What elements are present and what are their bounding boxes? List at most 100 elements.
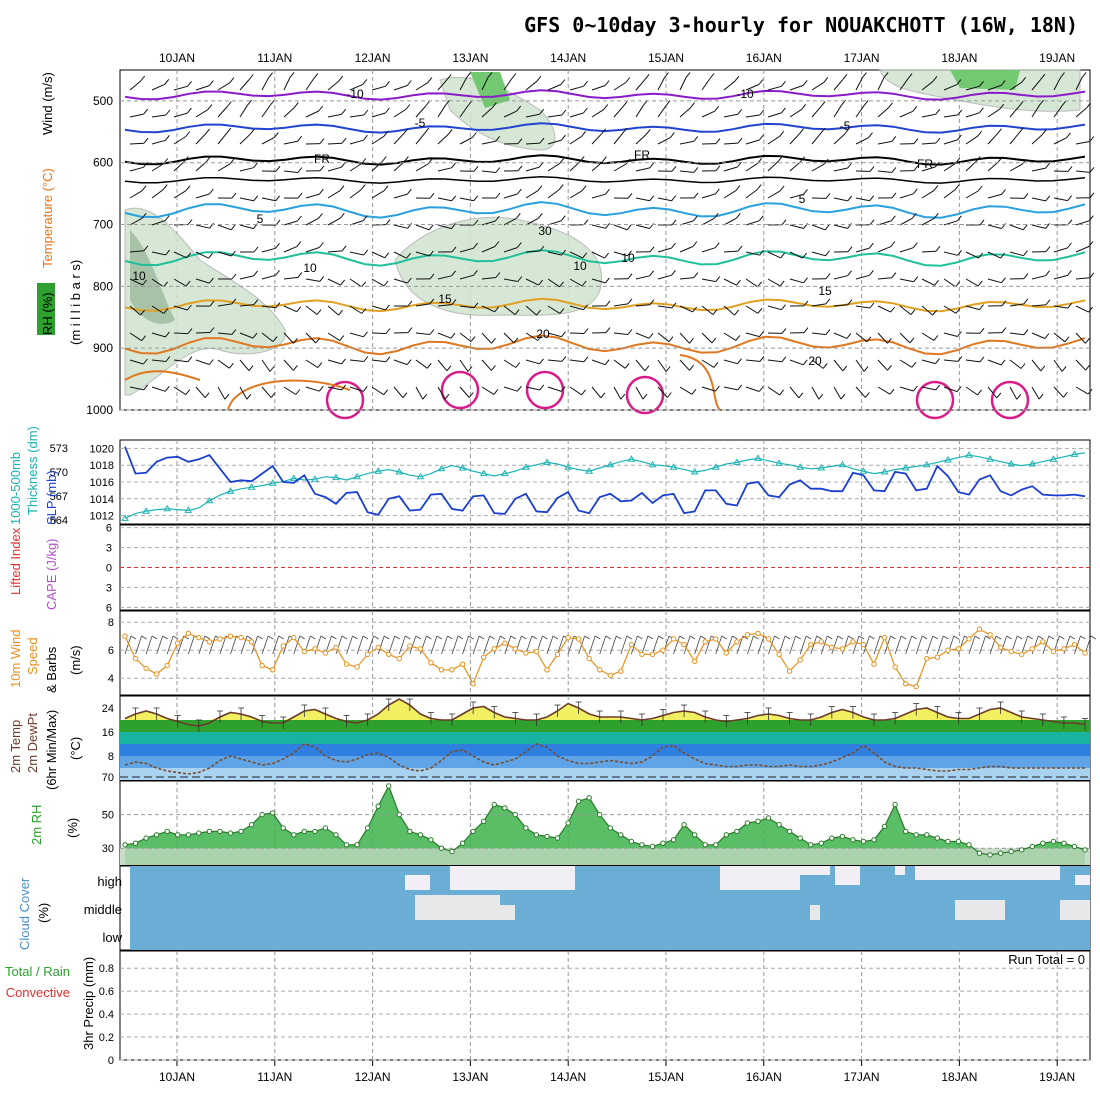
wind-barb [723, 142, 739, 145]
rh2m-point [924, 832, 930, 838]
wind-barb-flag [579, 156, 585, 162]
wind-barb [723, 217, 737, 226]
wind-barb-flag [824, 224, 830, 231]
li-tick-label: 6 [106, 523, 112, 535]
wind-barb [437, 386, 446, 400]
wind-barb-flag [164, 215, 170, 221]
wind-barb [481, 107, 493, 118]
precip-side-labels: Total / Rain Convective 3hr Precip (mm) … [5, 952, 1085, 1050]
wind-barb-flag [470, 336, 476, 342]
temp-label-3: (6hr Min/Max) [44, 710, 59, 790]
wind-barb-flag [713, 362, 719, 368]
wind-barb [1009, 386, 1018, 400]
upper-axis-label: (m i l l i b a r s) [68, 260, 83, 345]
wind-barb-flag [406, 252, 411, 259]
wind-barb [811, 332, 826, 336]
wind-barb-flag [385, 80, 390, 87]
wind-barb [987, 84, 1002, 91]
wind-barb [679, 77, 687, 91]
wind-barb [129, 190, 143, 199]
wind10-barb-flag [394, 635, 400, 640]
isotherm-minus5 [124, 122, 1086, 134]
wind-barb [547, 386, 562, 392]
wind-barb-flag [270, 392, 276, 398]
rh-shade-area [394, 216, 602, 316]
wind-barb [239, 332, 254, 339]
wind-barb-flag [269, 100, 275, 106]
wind-barb [371, 332, 387, 334]
wind-barb-flag [1067, 166, 1073, 172]
wind10-barb-flag [922, 635, 928, 640]
rh2m-point [227, 830, 234, 836]
wind-barb-flag [206, 156, 211, 162]
wind-barb [1075, 77, 1083, 91]
wind-barb [1053, 197, 1068, 202]
slp-label-1: 1000-500mb [8, 452, 23, 525]
wind10-barb [209, 635, 216, 655]
thickness-point [437, 464, 446, 472]
rh-tick-label: 50 [102, 810, 114, 822]
wind-barb [943, 84, 958, 91]
wind10-barb-flag [1069, 635, 1076, 640]
wind-barb-flag [275, 195, 281, 202]
wind-barb [877, 332, 888, 344]
wind-barb [415, 332, 430, 335]
wind-barb-flag [758, 215, 764, 222]
wind-barb [833, 275, 848, 280]
slp-tick-label: 1014 [90, 494, 114, 506]
wind-barb [899, 359, 913, 368]
thickness-point [711, 463, 720, 470]
wind-barb [327, 190, 341, 199]
wind10-barb [968, 635, 976, 655]
wind-barb [811, 359, 824, 369]
wind-barb-flag [604, 252, 609, 259]
wind10-barb-flag [352, 635, 358, 640]
wind-barb [503, 217, 517, 226]
wind-barb-flag [907, 73, 913, 79]
wind-barb [217, 132, 228, 145]
wind10-speed-point [407, 643, 413, 649]
wind-barb-flag [426, 362, 432, 369]
wind10-speed-point [175, 640, 181, 646]
rh2m-area [125, 786, 1085, 865]
wind-barb [1053, 247, 1068, 253]
wind-barb-flag [1045, 246, 1051, 252]
wind-barb [899, 247, 914, 253]
wind-barb-flag [275, 165, 281, 172]
wind-barb [569, 305, 584, 311]
wind-barb [701, 359, 715, 368]
wind-barb-flag [692, 241, 698, 247]
wind10-barb-flag [267, 635, 274, 640]
wind10-speed-point [797, 657, 803, 663]
wind-barb [965, 386, 978, 396]
wind10-speed-point [438, 667, 445, 673]
wind-barb [503, 359, 517, 368]
wind-barb-flag [1023, 250, 1028, 257]
thickness-point [838, 460, 847, 468]
wind-barb-flag [495, 135, 501, 142]
wind10-speed-point [649, 651, 656, 658]
wind-barb [855, 305, 870, 309]
isotherm-20-lower [124, 354, 721, 411]
wind-barb [657, 359, 667, 372]
wind-barb-flag [890, 241, 896, 247]
temp2m-line [124, 698, 1086, 727]
wind-barb [349, 305, 363, 314]
wind10-speed-point [164, 662, 170, 669]
wind10-speed-point [881, 634, 888, 641]
wind-barb-flag [644, 73, 650, 80]
wind-barb-flag [1001, 189, 1006, 195]
wind10-speed-point [723, 650, 729, 656]
thickness-point [733, 458, 741, 465]
wind10-barb [398, 635, 406, 655]
isotherm-25-loop [625, 375, 665, 415]
wind-barb [657, 305, 672, 309]
wind-barb-flag [424, 127, 430, 134]
wind10-barb [620, 635, 628, 655]
wind-barb [635, 359, 646, 372]
rh2m-point [196, 830, 202, 836]
wind-barb [173, 112, 188, 118]
wind10-barb [451, 635, 459, 655]
